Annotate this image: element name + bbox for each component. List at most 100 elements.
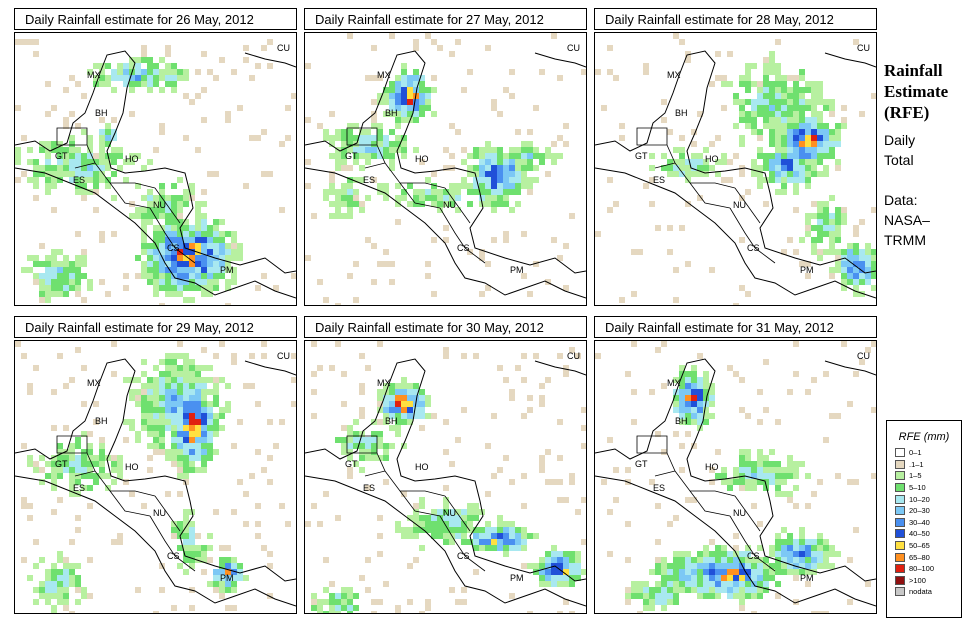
rain-cell <box>817 539 823 545</box>
rain-cell <box>545 479 551 485</box>
rain-cell <box>147 401 153 407</box>
rain-cell <box>817 611 823 613</box>
coastline <box>824 360 876 376</box>
rain-cell <box>117 63 123 69</box>
rain-cell <box>183 231 189 237</box>
rain-cell <box>413 117 419 123</box>
rain-cell <box>407 515 413 521</box>
legend-swatch <box>895 494 905 504</box>
rain-cell <box>661 563 667 569</box>
rain-cell <box>267 419 273 425</box>
rain-cell <box>159 285 165 291</box>
rain-cell <box>165 201 171 207</box>
rain-cell <box>165 279 171 285</box>
rain-cell <box>75 81 81 87</box>
rain-cell <box>521 527 527 533</box>
rain-cell <box>775 159 781 165</box>
rain-cell <box>219 261 225 267</box>
rain-cell <box>691 377 697 383</box>
rain-cell <box>201 243 207 249</box>
rain-cell <box>33 467 39 473</box>
rain-cell <box>787 491 793 497</box>
rainfall-panel-26: Daily Rainfall estimate for 26 May, 2012… <box>14 8 297 306</box>
rain-cell <box>859 261 865 267</box>
rain-cell <box>255 135 261 141</box>
rain-cell <box>811 551 817 557</box>
rain-cell <box>371 443 377 449</box>
rain-cell <box>485 443 491 449</box>
rain-cell <box>183 449 189 455</box>
rain-cell <box>775 75 781 81</box>
rain-cell <box>613 201 619 207</box>
rain-cell <box>135 273 141 279</box>
rain-cell <box>389 111 395 117</box>
rain-cell <box>841 341 847 347</box>
rain-cell <box>557 479 563 485</box>
rain-cell <box>679 551 685 557</box>
rain-cell <box>581 425 586 431</box>
rain-cell <box>135 81 141 87</box>
rain-cell <box>183 419 189 425</box>
rain-cell <box>177 425 183 431</box>
rain-cell <box>673 401 679 407</box>
rain-cell <box>111 87 117 93</box>
rain-cell <box>165 219 171 225</box>
rain-cell <box>679 377 685 383</box>
rain-cell <box>111 455 117 461</box>
rain-cell <box>207 557 213 563</box>
country-label-cu: CU <box>857 351 870 361</box>
rain-cell <box>545 557 551 563</box>
rain-cell <box>323 135 329 141</box>
legend-label: 40–50 <box>909 529 930 539</box>
rain-cell <box>733 593 739 599</box>
rain-cell <box>551 479 557 485</box>
rain-cell <box>401 81 407 87</box>
rain-cell <box>57 165 63 171</box>
rain-cell <box>141 267 147 273</box>
rain-cell <box>497 545 503 551</box>
rain-cell <box>389 407 395 413</box>
rain-cell <box>419 515 425 521</box>
rain-cell <box>365 449 371 455</box>
rain-cell <box>721 551 727 557</box>
rain-cell <box>703 581 709 587</box>
rain-cell <box>437 509 443 515</box>
rain-cell <box>793 135 799 141</box>
coastline <box>305 167 586 299</box>
rain-cell <box>69 569 75 575</box>
rain-cell <box>485 165 491 171</box>
rain-cell <box>461 539 467 545</box>
total-line: Total <box>884 152 914 168</box>
rain-cell <box>153 401 159 407</box>
rain-cell <box>473 165 479 171</box>
rain-cell <box>231 353 237 359</box>
rain-cell <box>359 353 365 359</box>
rain-cell <box>865 249 871 255</box>
rain-cell <box>267 39 273 45</box>
rain-cell <box>509 479 515 485</box>
rain-cell <box>781 189 787 195</box>
rain-cell <box>503 195 509 201</box>
rain-cell <box>781 141 787 147</box>
rain-cell <box>805 141 811 147</box>
rain-cell <box>377 147 383 153</box>
rain-cell <box>147 207 153 213</box>
rain-cell <box>673 159 679 165</box>
rain-cell <box>449 539 455 545</box>
rain-cell <box>165 225 171 231</box>
rain-cell <box>45 285 51 291</box>
rain-cell <box>853 255 859 261</box>
rain-cell <box>183 533 189 539</box>
rain-cell <box>395 81 401 87</box>
rain-cell <box>57 291 63 297</box>
rain-cell <box>817 255 823 261</box>
rain-cell <box>467 165 473 171</box>
rain-cell <box>153 249 159 255</box>
rain-cell <box>787 75 793 81</box>
rain-cell <box>159 395 165 401</box>
rain-cell <box>117 147 123 153</box>
rain-cell <box>219 255 225 261</box>
rain-cell <box>153 291 159 297</box>
rain-cell <box>63 285 69 291</box>
rain-cell <box>661 593 667 599</box>
